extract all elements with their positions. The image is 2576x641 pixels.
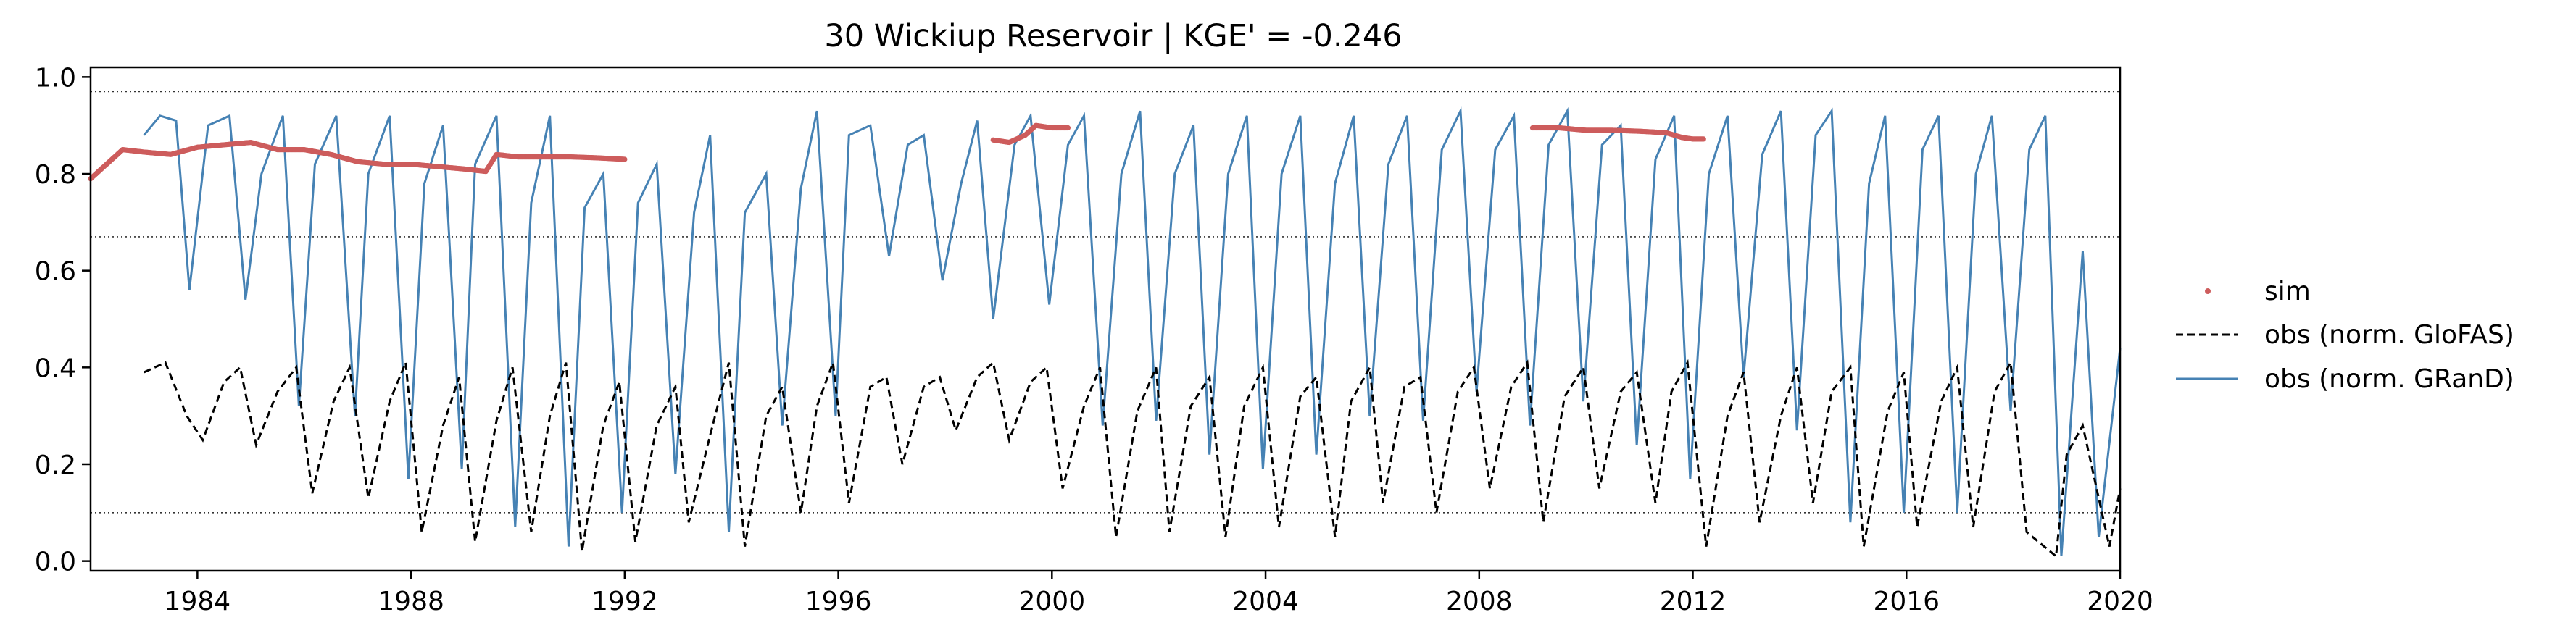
plot-frame [89, 66, 2122, 572]
x-tick-label: 1984 [165, 587, 231, 616]
y-axis: 0.0 0.2 0.4 0.6 0.8 1.0 [35, 63, 91, 577]
sim-point [1700, 136, 1706, 142]
legend-marker-sim [2205, 288, 2211, 294]
series-line-obs-glofas [144, 359, 2122, 558]
sim-segment-1 [990, 122, 1071, 146]
plot-series [88, 106, 2122, 558]
x-tick-label: 2012 [1660, 587, 1727, 616]
x-tick-label: 2000 [1019, 587, 1086, 616]
x-tick-label: 1996 [805, 587, 872, 616]
x-tick-label: 2004 [1232, 587, 1299, 616]
x-tick-label: 1988 [378, 587, 444, 616]
y-tick-label: 0.4 [35, 353, 76, 383]
sim-point [1065, 125, 1071, 131]
y-tick-label: 0.8 [35, 160, 76, 190]
series-line-obs-grand [143, 106, 2122, 557]
legend-label-sim: sim [2264, 277, 2311, 306]
x-tick-label: 1992 [591, 587, 658, 616]
legend-label-obs-grand: obs (norm. GRanD) [2264, 364, 2514, 394]
x-tick-label: 2008 [1446, 587, 1513, 616]
sim-point [622, 156, 628, 162]
x-tick-label: 2016 [1873, 587, 1940, 616]
legend: sim obs (norm. GloFAS) obs (norm. GRanD) [2176, 277, 2514, 394]
y-tick-label: 0.6 [35, 257, 76, 287]
x-tick-label: 2020 [2087, 587, 2153, 616]
chart-title: 30 Wickiup Reservoir | KGE' = -0.246 [824, 18, 1402, 54]
reference-lines [91, 91, 2120, 514]
sim-segment-2 [1529, 125, 1706, 142]
x-axis: 1984 1988 1992 1996 2000 2004 2008 2012 2016 2020 [165, 571, 2153, 616]
y-tick-label: 0.0 [35, 548, 76, 577]
y-tick-label: 1.0 [35, 63, 76, 93]
sim-segment-0 [88, 139, 628, 182]
y-tick-label: 0.2 [35, 451, 76, 480]
legend-label-obs-glofas: obs (norm. GloFAS) [2264, 320, 2514, 350]
